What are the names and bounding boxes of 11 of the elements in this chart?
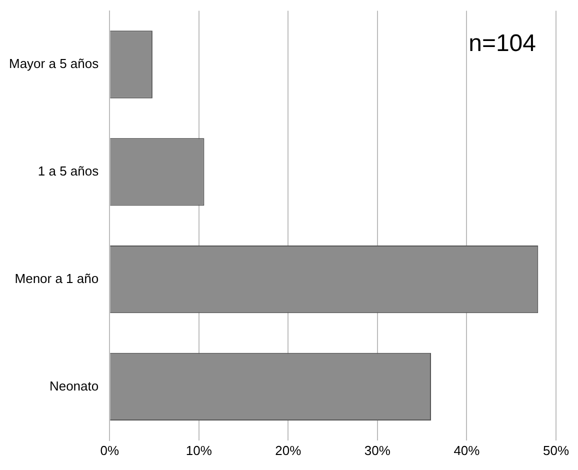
x-tick-label: 40%	[454, 442, 480, 458]
y-tick-label: Menor a 1 año	[14, 270, 99, 286]
x-tick-label: 30%	[364, 442, 391, 458]
y-tick-label: Neonato	[49, 378, 99, 394]
x-tick-label: 20%	[275, 442, 302, 458]
x-tick-label: 10%	[186, 442, 212, 458]
x-tick-label: 0%	[100, 442, 120, 458]
y-tick-label: 1 a 5 años	[38, 163, 100, 178]
x-tick-label: 50%	[542, 442, 570, 458]
annotation: n=104	[468, 30, 536, 57]
y-tick-label: Mayor a 5 años	[8, 56, 100, 72]
